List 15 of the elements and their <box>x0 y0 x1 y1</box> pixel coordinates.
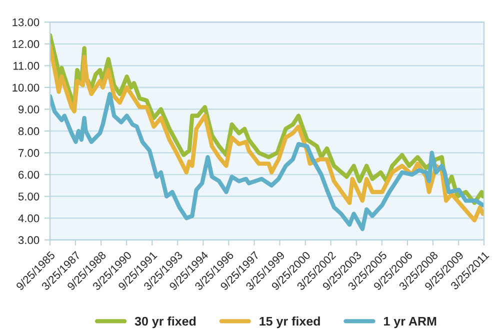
y-tick-label: 3.00 <box>18 236 40 244</box>
y-tick-label: 10.00 <box>12 84 40 92</box>
y-tick-label: 7.00 <box>18 149 40 157</box>
legend-label: 15 yr fixed <box>260 316 320 328</box>
y-tick-label: 12.00 <box>12 40 40 48</box>
y-tick-label: 5.00 <box>18 192 40 200</box>
legend-label: 1 yr ARM <box>384 316 436 328</box>
y-tick-label: 6.00 <box>18 170 40 179</box>
legend-label: 30 yr fixed <box>134 316 196 328</box>
y-tick-label: 8.00 <box>18 127 40 136</box>
y-tick-label: 9.00 <box>18 105 40 114</box>
y-tick-label: 4.00 <box>18 214 40 222</box>
y-tick-label: 11.00 <box>13 62 40 70</box>
line-series <box>50 92 484 232</box>
y-tick-label: 13.00 <box>12 18 40 26</box>
